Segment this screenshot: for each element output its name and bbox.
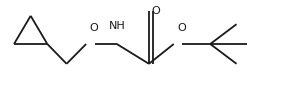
Text: O: O [177,23,186,33]
Text: O: O [152,6,161,16]
Text: O: O [89,23,98,33]
Text: NH: NH [108,21,125,31]
